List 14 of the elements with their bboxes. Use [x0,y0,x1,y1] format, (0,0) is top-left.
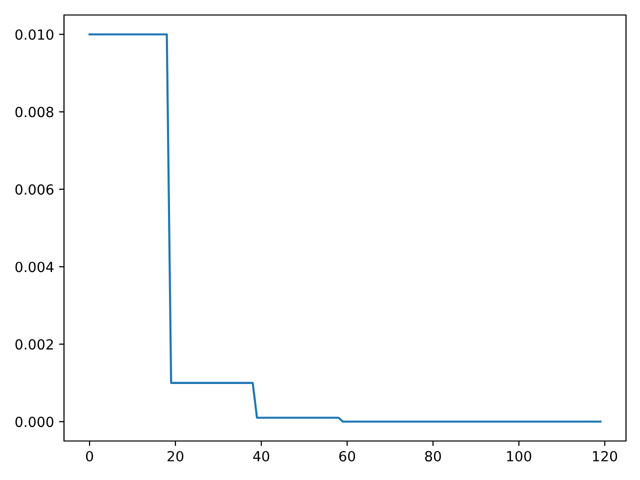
y-tick-label: 0.010 [15,29,54,40]
x-tick-label: 100 [507,450,532,462]
x-tick-label: 80 [425,450,441,462]
y-tick-label: 0.008 [15,106,54,118]
y-tick-label: 0.004 [15,262,54,272]
y-tick-label: 0.006 [15,184,54,195]
x-tick-label: 120 [593,450,618,462]
x-tick-label: 20 [168,450,184,462]
x-tick-label: 0 [86,450,94,462]
x-tick-label: 60 [339,450,356,462]
y-tick-label: 0.002 [15,339,53,350]
line-series [88,33,602,423]
x-tick-label: 40 [253,450,270,462]
y-tick-label: 0.000 [15,416,54,428]
